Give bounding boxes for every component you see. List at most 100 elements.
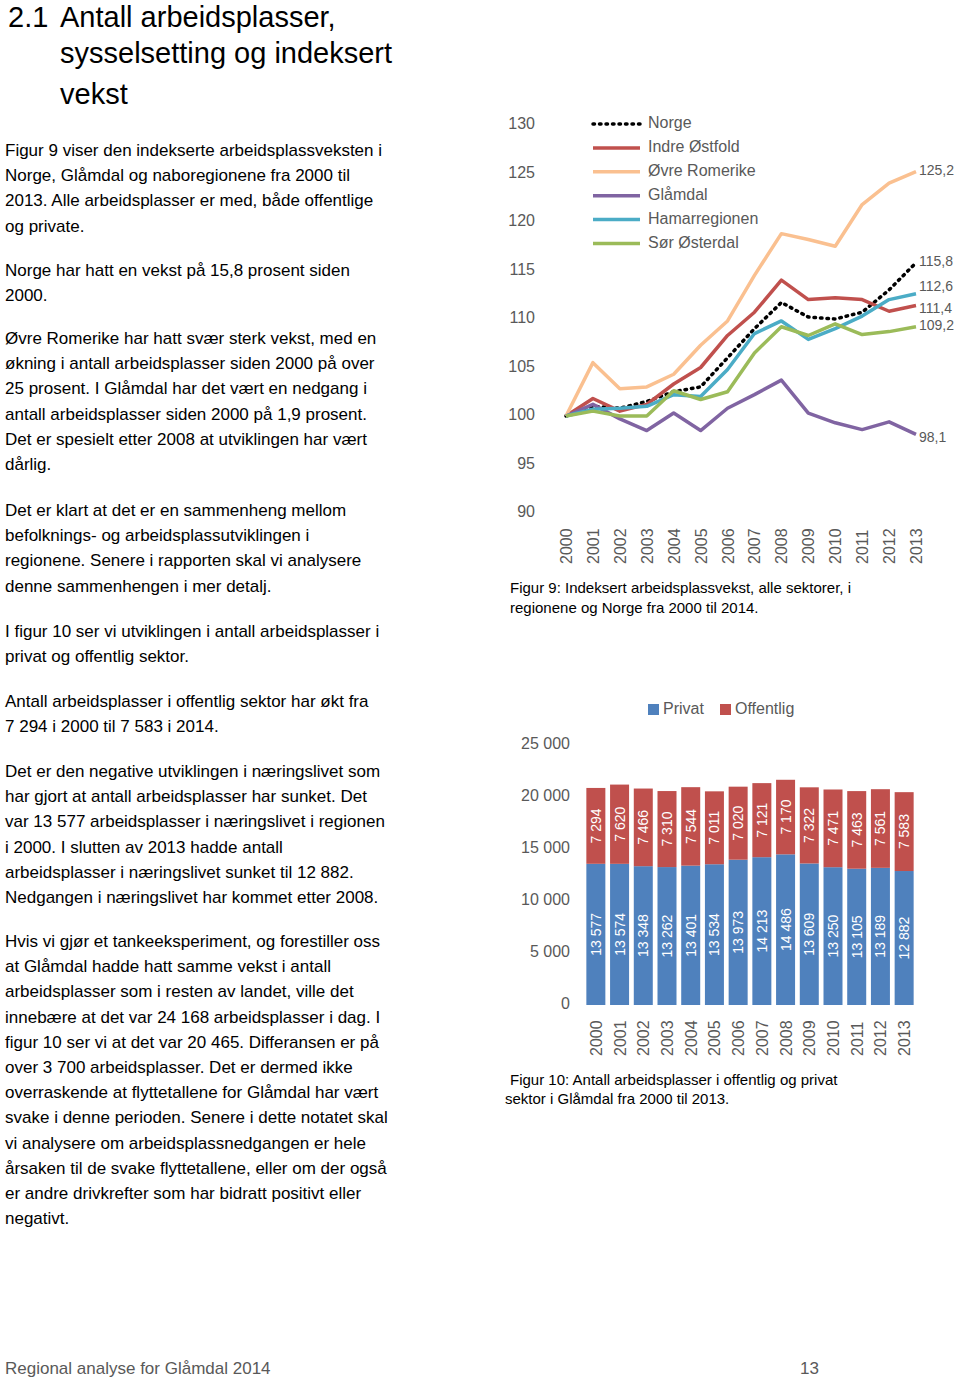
data-label: 13 401 [683,914,699,957]
paragraph-line: overraskende at flyttetallene for Glåmda… [5,1083,379,1102]
data-label: 7 620 [612,806,628,841]
page-number: 13 [800,1359,819,1378]
y-tick-label: 125 [508,164,535,181]
paragraph-line: og private. [5,217,84,236]
paragraph-line: Det er den negative utviklingen i næring… [5,762,380,781]
bar-segment [752,857,771,1005]
bar-segment [658,867,677,1005]
x-tick-label: 2012 [881,528,898,564]
legend-label: Privat [663,700,704,717]
data-label: 13 973 [730,911,746,954]
data-label: 109,2 [919,317,954,333]
bar-segment [658,791,677,867]
bar-segment [586,864,605,1005]
legend-label: Norge [648,114,692,131]
y-tick-label: 5 000 [530,943,570,960]
paragraph-line: Det er spesielt etter 2008 at utviklinge… [5,430,367,449]
data-label: 7 463 [849,812,865,847]
line-chart: 9095100105110115120125130200020012002200… [508,114,954,616]
data-label: 7 471 [825,811,841,846]
bar-segment [705,791,724,864]
data-label: 7 310 [659,811,675,846]
x-tick-label: 2000 [558,528,575,564]
series-line [566,294,916,416]
paragraph-line: Figur 9 viser den indekserte arbeidsplas… [5,141,382,160]
paragraph-line: svake i denne perioden. Senere i dette n… [5,1108,388,1127]
legend-label: Sør Østerdal [648,234,739,251]
data-label: 7 011 [706,811,722,845]
paragraph-line: figur 10 ser vi at det var 20 465. Diffe… [5,1033,379,1052]
footer-title: Regional analyse for Glåmdal 2014 [5,1359,271,1378]
data-label: 7 322 [801,808,817,843]
heading-line: vekst [60,78,128,110]
data-label: 7 544 [683,809,699,844]
bar-segment [847,791,866,869]
bar-segment [776,854,795,1005]
bar-segment [729,787,748,860]
data-label: 7 294 [588,808,604,843]
data-label: 7 466 [635,810,651,845]
x-tick-label: 2007 [754,1020,771,1056]
x-tick-label: 2004 [666,528,683,564]
bar-segment [681,787,700,865]
y-tick-label: 15 000 [521,839,570,856]
bar-segment [824,867,843,1005]
y-tick-label: 90 [517,503,535,520]
data-label: 13 250 [825,914,841,957]
x-tick-label: 2005 [693,528,710,564]
bar-segment [824,790,843,868]
paragraph-line: antall arbeidsplasser siden 2000 på 1,9 … [5,405,367,424]
data-label: 13 577 [588,913,604,956]
paragraph-line: Øvre Romerike har hatt svær sterk vekst,… [5,329,376,348]
data-label: 125,2 [919,162,954,178]
legend-swatch [593,146,640,150]
legend-swatch [720,704,731,715]
bar-segment [586,788,605,864]
bar-segment [871,868,890,1005]
x-tick-label: 2001 [585,528,602,564]
y-tick-label: 25 000 [521,735,570,752]
paragraph-line: I figur 10 ser vi utviklingen i antall a… [5,622,379,641]
bar-segment [634,789,653,867]
x-tick-label: 2005 [706,1020,723,1056]
data-label: 7 020 [730,805,746,840]
paragraph-line: dårlig. [5,455,51,474]
legend-swatch [593,194,640,198]
x-tick-label: 2013 [908,528,925,564]
x-tick-label: 2003 [639,528,656,564]
y-tick-label: 115 [509,261,535,278]
plot-bars [586,780,913,1005]
bar-segment [776,780,795,855]
paragraph-line: Det er klart at det er en sammenheng mel… [5,501,346,520]
paragraph-line: 25 prosent. I Glåmdal har det vært en ne… [5,379,367,398]
series-line [566,324,916,416]
data-label: 12 882 [896,916,912,959]
paragraph-line: Nedgangen i næringslivet har kommet ette… [5,888,378,907]
legend-swatch [593,218,640,222]
paragraph-line: over 3 700 arbeidsplasser. Det er dermed… [5,1058,353,1077]
x-tick-label: 2008 [773,528,790,564]
data-label: 7 121 [754,802,770,837]
data-label: 111,4 [919,300,952,316]
paragraph-line: privat og offentlig sektor. [5,647,189,666]
x-tick-label: 2003 [659,1020,676,1056]
paragraph-line: at Glåmdal hadde hatt samme vekst i anta… [5,957,331,976]
figure-caption: Figur 9: Indeksert arbeidsplassvekst, al… [510,579,851,596]
bar-segment [800,787,819,863]
bar-chart: 05 00010 00015 00020 00025 0002000200120… [505,700,914,1107]
data-label: 112,6 [919,278,953,294]
plot-lines [566,172,916,435]
data-label: 7 170 [778,799,794,834]
paragraph-line: økning i antall arbeidsplasser siden 200… [5,354,375,373]
heading-number: 2.1 [8,1,48,33]
paragraph-line: 2000. [5,286,48,305]
bar-segment [610,785,629,864]
heading-line: sysselsetting og indeksert [60,37,392,69]
legend-label: Indre Østfold [648,138,740,155]
data-label: 13 534 [706,913,722,956]
bar-segment [871,789,890,868]
x-tick-label: 2006 [730,1020,747,1056]
data-label: 13 574 [612,913,628,956]
data-label: 14 486 [778,908,794,951]
data-label: 98,1 [919,429,946,445]
